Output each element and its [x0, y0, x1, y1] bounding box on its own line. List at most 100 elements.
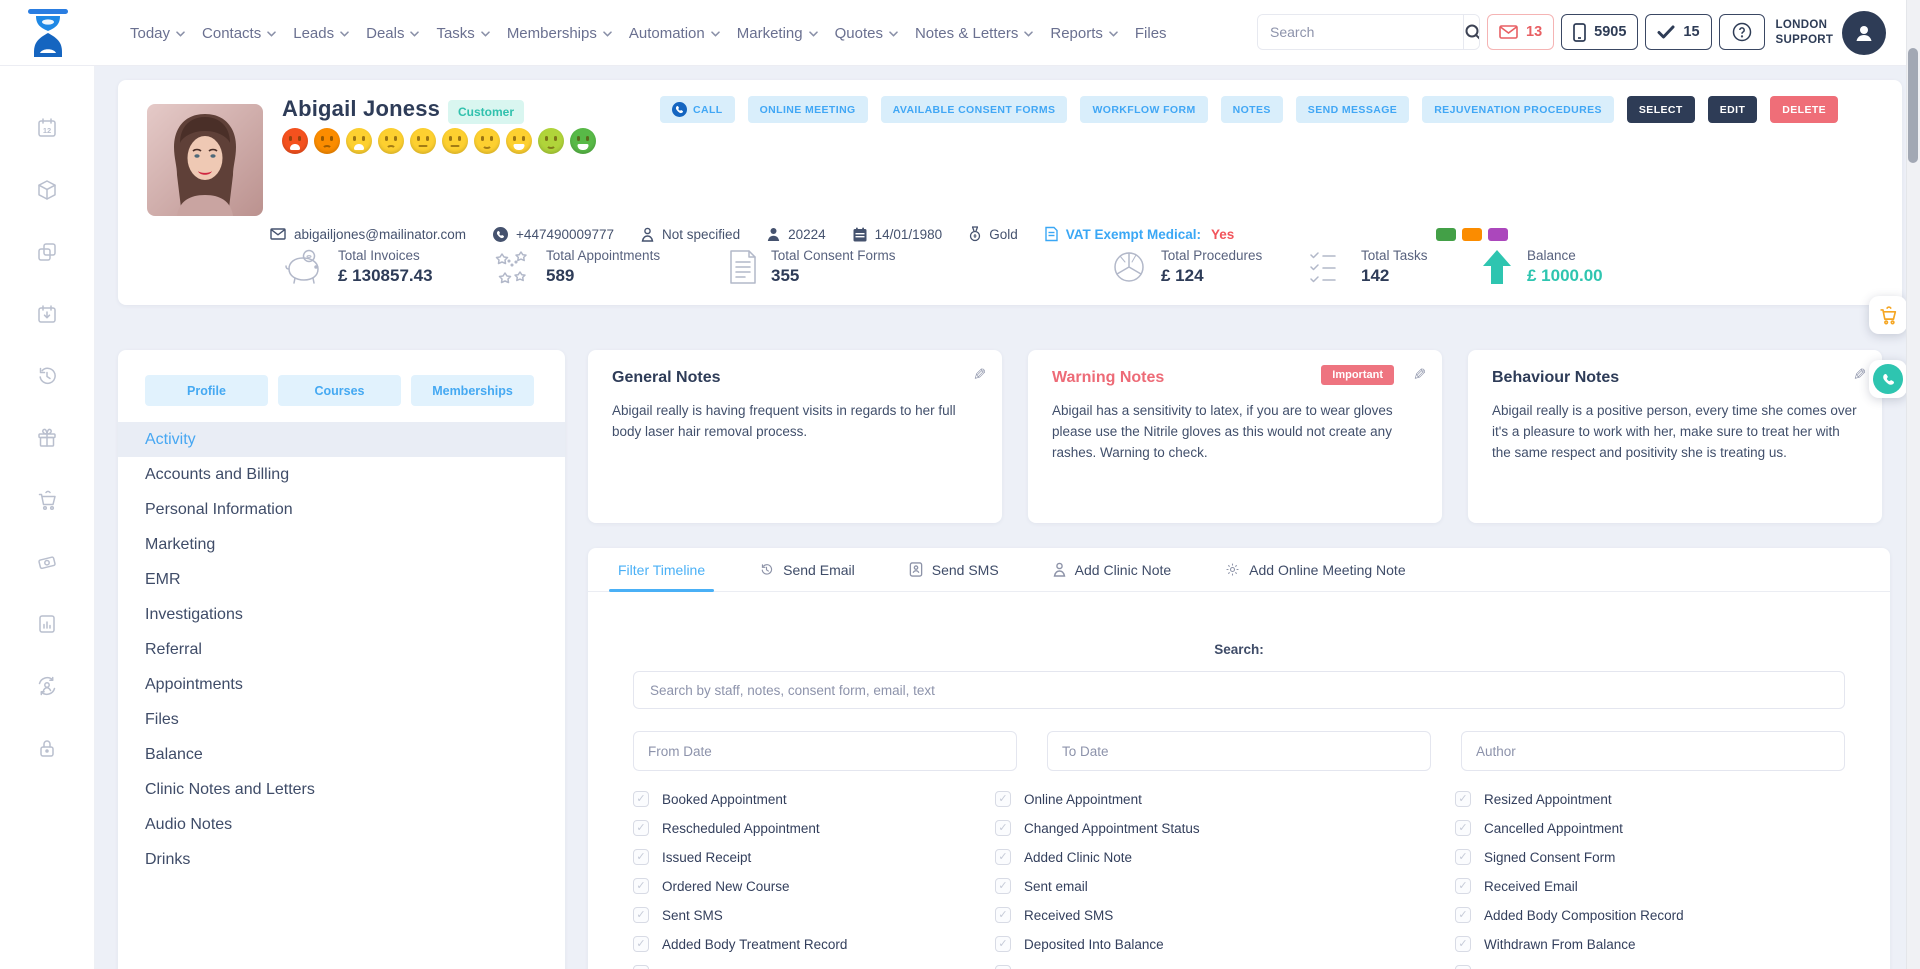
- from-date-input[interactable]: [633, 731, 1017, 771]
- sidebar-item-activity[interactable]: Activity: [118, 422, 565, 457]
- client-vat-status[interactable]: VAT Exempt Medical: Yes: [1045, 226, 1234, 242]
- mood-face-3[interactable]: [346, 128, 372, 154]
- tasks-badge[interactable]: 15: [1645, 14, 1712, 50]
- sms-badge[interactable]: 5905: [1561, 14, 1639, 50]
- sidebar-item-investigations[interactable]: Investigations: [145, 605, 243, 623]
- appointment-import-icon[interactable]: [35, 302, 59, 326]
- checkbox[interactable]: ✓: [995, 936, 1011, 952]
- mood-face-8[interactable]: [506, 128, 532, 154]
- sidebar-item-emr[interactable]: EMR: [145, 570, 181, 588]
- nav-item-deals[interactable]: Deals: [366, 25, 420, 42]
- checkbox[interactable]: ✓: [1455, 907, 1471, 923]
- tab-memberships[interactable]: Memberships: [411, 375, 534, 406]
- tag-chip-3[interactable]: [1488, 227, 1509, 241]
- cart-float-button[interactable]: [1869, 296, 1907, 334]
- sidebar-item-audio-notes[interactable]: Audio Notes: [145, 815, 233, 833]
- checkbox[interactable]: ✓: [633, 791, 649, 807]
- author-input[interactable]: [1461, 731, 1845, 771]
- nav-item-automation[interactable]: Automation: [629, 25, 720, 42]
- scrollbar-thumb[interactable]: [1908, 48, 1918, 163]
- checkbox[interactable]: ✓: [1455, 878, 1471, 894]
- sidebar-item-accounts-and-billing[interactable]: Accounts and Billing: [145, 465, 290, 483]
- nav-item-contacts[interactable]: Contacts: [202, 25, 276, 42]
- duplicate-icon[interactable]: [35, 240, 59, 264]
- send-message-button[interactable]: SEND MESSAGE: [1295, 96, 1410, 123]
- call-float-button[interactable]: [1869, 360, 1907, 398]
- edit-pencil-icon[interactable]: ✎: [972, 367, 986, 384]
- timeline-tab-filter-timeline[interactable]: Filter Timeline: [608, 562, 715, 592]
- sidebar-item-personal-information[interactable]: Personal Information: [145, 500, 293, 518]
- timeline-tab-send-sms[interactable]: Send SMS: [909, 562, 999, 578]
- inbox-mail-badge[interactable]: 13: [1487, 14, 1555, 50]
- nav-item-memberships[interactable]: Memberships: [507, 25, 612, 42]
- checkbox[interactable]: ✓: [633, 936, 649, 952]
- sidebar-item-appointments[interactable]: Appointments: [145, 675, 243, 693]
- call-button[interactable]: CALL: [660, 96, 735, 123]
- tab-profile[interactable]: Profile: [145, 375, 268, 406]
- checkbox[interactable]: ✓: [995, 820, 1011, 836]
- timeline-tab-add-clinic-note[interactable]: Add Clinic Note: [1053, 562, 1171, 578]
- package-icon[interactable]: [35, 178, 59, 202]
- calendar-icon[interactable]: 12: [35, 116, 59, 140]
- mood-face-4[interactable]: [378, 128, 404, 154]
- user-avatar[interactable]: [1842, 11, 1887, 55]
- gift-icon[interactable]: [35, 426, 59, 450]
- checkbox[interactable]: ✓: [1455, 820, 1471, 836]
- edit-pencil-icon[interactable]: ✎: [1852, 367, 1866, 384]
- checkbox[interactable]: ✓: [633, 965, 649, 969]
- voucher-icon[interactable]: [35, 550, 59, 574]
- mood-face-2[interactable]: [314, 128, 340, 154]
- checkbox[interactable]: ✓: [633, 878, 649, 894]
- report-icon[interactable]: [35, 612, 59, 636]
- mood-face-10[interactable]: [570, 128, 596, 154]
- edit-pencil-icon[interactable]: ✎: [1412, 367, 1426, 384]
- checkbox[interactable]: ✓: [995, 791, 1011, 807]
- edit-button[interactable]: EDIT: [1707, 96, 1758, 123]
- available-consent-forms-button[interactable]: AVAILABLE CONSENT FORMS: [880, 96, 1068, 123]
- checkbox[interactable]: ✓: [633, 820, 649, 836]
- nav-item-notes-letters[interactable]: Notes & Letters: [915, 25, 1034, 42]
- checkbox[interactable]: ✓: [995, 965, 1011, 969]
- client-photo[interactable]: [147, 104, 263, 216]
- app-logo-icon[interactable]: [26, 9, 70, 57]
- checkbox[interactable]: ✓: [633, 849, 649, 865]
- mood-face-9[interactable]: [538, 128, 564, 154]
- global-search-input[interactable]: [1258, 15, 1463, 49]
- rejuvenation-procedures-button[interactable]: REJUVENATION PROCEDURES: [1422, 96, 1614, 123]
- checkbox[interactable]: ✓: [1455, 791, 1471, 807]
- checkbox[interactable]: ✓: [1455, 849, 1471, 865]
- mood-face-7[interactable]: [474, 128, 500, 154]
- notes-button[interactable]: NOTES: [1220, 96, 1283, 123]
- timeline-search-input[interactable]: [633, 671, 1845, 709]
- sidebar-item-drinks[interactable]: Drinks: [145, 850, 191, 868]
- mood-face-1[interactable]: [282, 128, 308, 154]
- sidebar-item-balance[interactable]: Balance: [145, 745, 203, 763]
- sidebar-item-files[interactable]: Files: [145, 710, 179, 728]
- checkbox[interactable]: ✓: [995, 878, 1011, 894]
- nav-item-today[interactable]: Today: [130, 25, 185, 42]
- nav-item-leads[interactable]: Leads: [293, 25, 349, 42]
- mood-face-5[interactable]: [410, 128, 436, 154]
- tab-courses[interactable]: Courses: [278, 375, 401, 406]
- nav-item-tasks[interactable]: Tasks: [436, 25, 490, 42]
- tag-chip-1[interactable]: [1436, 227, 1457, 241]
- lock-icon[interactable]: [35, 736, 59, 760]
- client-sync-icon[interactable]: [35, 674, 59, 698]
- select-button[interactable]: SELECT: [1626, 96, 1695, 123]
- nav-item-files[interactable]: Files: [1135, 25, 1167, 42]
- nav-item-marketing[interactable]: Marketing: [737, 25, 818, 42]
- online-meeting-button[interactable]: ONLINE MEETING: [747, 96, 868, 123]
- help-button[interactable]: [1718, 14, 1765, 50]
- sidebar-item-clinic-notes-and-letters[interactable]: Clinic Notes and Letters: [145, 780, 315, 798]
- tag-chip-2[interactable]: [1462, 227, 1483, 241]
- checkbox[interactable]: ✓: [995, 907, 1011, 923]
- workflow-form-button[interactable]: WORKFLOW FORM: [1080, 96, 1208, 123]
- history-icon[interactable]: [35, 364, 59, 388]
- cart-icon[interactable]: [35, 488, 59, 512]
- sidebar-item-marketing[interactable]: Marketing: [145, 535, 216, 553]
- mood-face-6[interactable]: [442, 128, 468, 154]
- checkbox[interactable]: ✓: [1455, 965, 1471, 969]
- sidebar-item-referral[interactable]: Referral: [145, 640, 202, 658]
- checkbox[interactable]: ✓: [633, 907, 649, 923]
- search-icon[interactable]: [1463, 15, 1479, 49]
